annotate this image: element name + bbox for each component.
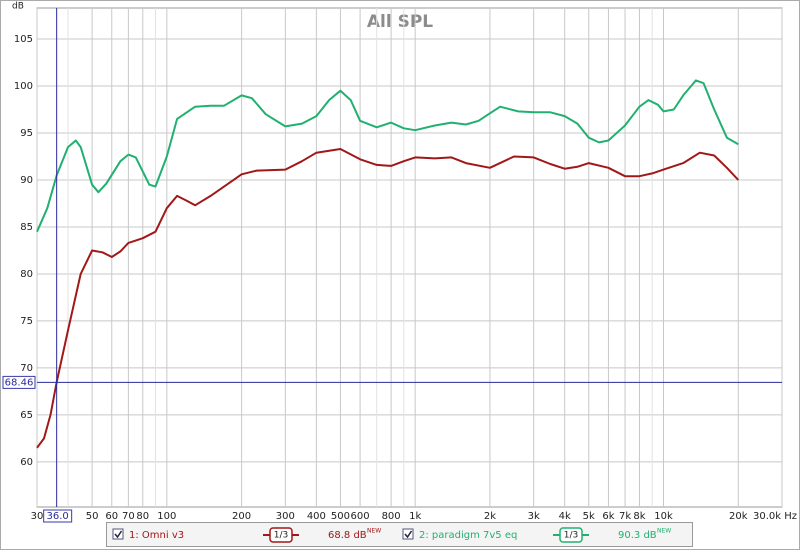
x-tick-label: 80: [136, 511, 149, 522]
plot-area: [36, 7, 783, 508]
x-tick-label: 5k: [583, 511, 595, 522]
legend-name: 2: paradigm 7v5 eq: [419, 530, 517, 541]
x-tick-label: 200: [232, 511, 251, 522]
y-tick-label: 95: [20, 128, 33, 139]
legend-checkbox[interactable]: [402, 528, 414, 540]
y-tick-label: 85: [20, 222, 33, 233]
smoothing-button[interactable]: [269, 527, 293, 543]
x-tick-label: 300: [276, 511, 295, 522]
x-tick-label: 800: [382, 511, 401, 522]
series-line: [36, 79, 739, 233]
y-tick-label: 60: [20, 457, 33, 468]
cursor-y-box: [2, 375, 36, 389]
legend-name: 1: Omni v3: [129, 530, 184, 541]
x-tick-label: 1k: [409, 511, 421, 522]
legend-check: [404, 530, 413, 539]
x-tick-label: 30: [31, 511, 44, 522]
x-tick-label: 60: [105, 511, 118, 522]
x-tick-label: 2k: [484, 511, 496, 522]
cursor-y-label: 68.46: [5, 377, 34, 388]
x-tick-label: 6k: [602, 511, 614, 522]
y-tick-label: 70: [20, 363, 33, 374]
y-tick-label: 105: [14, 34, 33, 45]
y-tick-label: 75: [20, 316, 33, 327]
x-tick-label: 10k: [654, 511, 673, 522]
x-tick-label: 400: [307, 511, 326, 522]
y-tick-label: 100: [14, 81, 33, 92]
chart-title: All SPL: [367, 12, 433, 32]
legend-smoothing: 1/3: [274, 531, 288, 541]
legend-readout-tag: NEW: [657, 528, 671, 535]
x-tick-label: 4k: [559, 511, 571, 522]
legend: [106, 522, 693, 547]
y-unit: dB: [12, 2, 24, 12]
x-tick-label: 20k: [729, 511, 748, 522]
legend-readout: 68.8 dB: [328, 530, 367, 541]
cursor-x-label: 36.0: [47, 511, 69, 522]
x-tick-label: 7k: [619, 511, 631, 522]
x-tick-label: 600: [351, 511, 370, 522]
x-tick-label: 3k: [528, 511, 540, 522]
x-tick-label: 50: [86, 511, 99, 522]
legend-smoothing: 1/3: [564, 531, 578, 541]
legend-readout-tag: NEW: [367, 528, 381, 535]
cursor-x-box: [43, 509, 73, 523]
y-tick-label: 80: [20, 269, 33, 280]
x-tick-label: 100: [157, 511, 176, 522]
legend-check: [114, 530, 123, 539]
y-tick-label: 65: [20, 410, 33, 421]
x-tick-label: 70: [122, 511, 135, 522]
legend-readout: 90.3 dB: [618, 530, 657, 541]
x-tick-label: 500: [331, 511, 350, 522]
x-tick-label: 8k: [633, 511, 645, 522]
x-tick-label: 30.0k Hz: [753, 511, 797, 522]
smoothing-button[interactable]: [559, 527, 583, 543]
y-tick-label: 90: [20, 175, 33, 186]
series-line: [36, 148, 740, 449]
legend-checkbox[interactable]: [112, 528, 124, 540]
